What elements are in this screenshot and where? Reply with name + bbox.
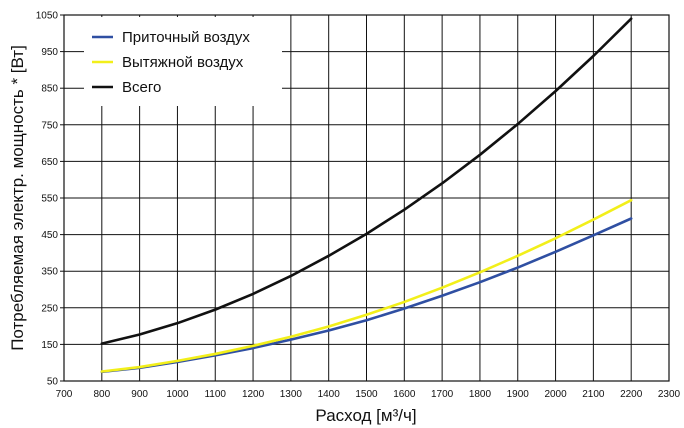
series-line-total [100, 17, 633, 345]
legend: Приточный воздух Вытяжной воздух Всего [84, 17, 282, 106]
y-tick-label: 850 [41, 84, 58, 95]
x-tick-label: 700 [56, 389, 73, 400]
y-tick-label: 550 [41, 194, 58, 205]
x-tick-label: 1700 [431, 389, 454, 400]
series-line-exhaust-air [100, 198, 633, 373]
y-tick-label: 750 [41, 120, 58, 131]
x-tick-label: 2100 [582, 389, 605, 400]
x-tick-label: 2200 [620, 389, 643, 400]
y-axis-title: Потребляемая электр. мощность * [Вт] [8, 45, 27, 351]
y-tick-label: 950 [41, 47, 58, 58]
x-axis-title: Расход [м³/ч] [315, 406, 416, 425]
y-tick-label: 250 [41, 303, 58, 314]
y-tick-label: 650 [41, 157, 58, 168]
x-tick-label: 1100 [204, 389, 226, 400]
x-tick-label: 1000 [166, 389, 189, 400]
y-tick-labels: 50 150 250 350 450 550 650 750 850 950 1050 [36, 11, 59, 388]
y-tick-label: 150 [41, 340, 58, 351]
x-tick-label: 1800 [469, 389, 492, 400]
legend-label-exhaust-air: Вытяжной воздух [122, 54, 244, 71]
x-tick-label: 1300 [280, 389, 303, 400]
y-tick-label: 450 [41, 230, 58, 241]
y-tick-label: 350 [41, 267, 58, 278]
x-tick-label: 2000 [544, 389, 567, 400]
x-tick-label: 900 [131, 389, 148, 400]
x-tick-label: 2300 [658, 389, 681, 400]
x-tick-label: 1600 [393, 389, 416, 400]
legend-label-total: Всего [122, 79, 161, 96]
plot-frame [63, 14, 670, 382]
legend-label-supply-air: Приточный воздух [122, 29, 250, 46]
x-tick-label: 800 [93, 389, 110, 400]
x-tick-label: 1400 [318, 389, 341, 400]
x-tick-labels: 700 800 900 1000 1100 1200 1300 1400 1500 1600 170… [56, 389, 681, 400]
legend-box [84, 17, 282, 106]
x-tick-label: 1900 [507, 389, 530, 400]
y-tick-label: 1050 [36, 11, 59, 22]
x-tick-label: 1500 [355, 389, 378, 400]
x-tick-label: 1200 [242, 389, 265, 400]
y-tick-label: 50 [47, 377, 59, 388]
series-lines [100, 17, 633, 374]
